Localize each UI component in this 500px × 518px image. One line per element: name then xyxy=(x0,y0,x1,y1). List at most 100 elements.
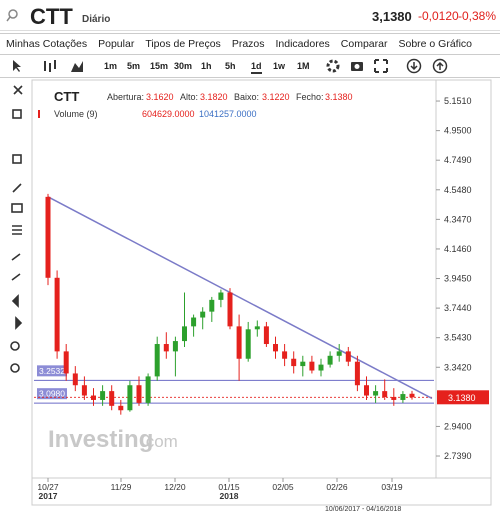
y-tick-label: 2.9400 xyxy=(444,421,472,431)
y-tick-label: 4.9500 xyxy=(444,126,472,136)
candle-body xyxy=(154,344,160,377)
upload-icon[interactable] xyxy=(432,58,448,74)
rect-tool[interactable] xyxy=(11,203,23,213)
candle-body xyxy=(136,385,142,403)
candle-body xyxy=(236,326,242,359)
candle-body xyxy=(191,317,197,327)
search-icon[interactable] xyxy=(6,8,20,22)
x-tick-label: 02/26 xyxy=(326,482,348,492)
tool-icon[interactable] xyxy=(12,154,22,164)
timeframe[interactable]: 1d xyxy=(251,61,262,74)
zoom-out[interactable] xyxy=(10,363,20,373)
y-tick-label: 2.7390 xyxy=(444,451,472,461)
cursor-icon[interactable] xyxy=(10,59,24,73)
arrow-tool[interactable] xyxy=(15,316,23,330)
candle-body xyxy=(263,326,269,345)
timeframe[interactable]: 1M xyxy=(297,61,310,71)
candle-body xyxy=(127,385,133,411)
trendline xyxy=(47,196,433,400)
candle-body xyxy=(409,393,415,398)
menu-item[interactable]: Comparar xyxy=(340,38,388,50)
timeframe[interactable]: 30m xyxy=(174,61,193,71)
x-tick-label: 11/29 xyxy=(111,482,132,492)
arrow-tool[interactable] xyxy=(11,294,19,308)
candle-body xyxy=(200,311,206,318)
menu-item[interactable]: Indicadores xyxy=(275,38,330,50)
level-tag xyxy=(37,388,67,400)
candle-body xyxy=(291,358,297,367)
candle-body xyxy=(109,391,115,406)
candle-body xyxy=(91,395,96,400)
fib-tool[interactable] xyxy=(12,225,22,235)
candle-body xyxy=(400,394,406,400)
timeframe[interactable]: 1h xyxy=(201,61,212,71)
last-price-label: 3.1380 xyxy=(448,393,476,403)
y-tick-label: 3.9450 xyxy=(444,274,472,284)
timeframe[interactable]: 5h xyxy=(225,61,236,71)
volume-label: Volume (9) xyxy=(54,109,98,119)
legend-value: 3.1820 xyxy=(200,92,228,102)
candle-body xyxy=(364,385,369,396)
menu-item[interactable]: Sobre o Gráfico xyxy=(398,38,473,50)
candle-body xyxy=(163,344,169,352)
candle-body xyxy=(63,351,69,374)
x-tick-label: 10/27 xyxy=(37,482,59,492)
candle-body xyxy=(300,361,306,367)
close-icon[interactable] xyxy=(13,85,23,95)
menu-bar: Minhas Cotações Popular Tipos de Preços Pra… xyxy=(0,33,500,55)
legend-label: Alto: xyxy=(180,92,198,102)
camera-icon[interactable] xyxy=(350,59,364,73)
y-tick-label: 3.7440 xyxy=(444,303,472,313)
candle-body xyxy=(118,405,124,411)
pen-tool[interactable] xyxy=(11,253,21,281)
y-tick-label: 4.3470 xyxy=(444,214,472,224)
candle-body xyxy=(72,373,78,386)
line-tool[interactable] xyxy=(12,183,22,193)
candle-body xyxy=(336,351,342,356)
header: CTT Diário 3,1380 -0,0120 -0,38% xyxy=(0,0,500,31)
x-year-label: 2018 xyxy=(220,491,239,501)
candle-body xyxy=(245,329,251,359)
menu-item[interactable]: Popular xyxy=(98,38,135,50)
candle-body xyxy=(218,292,224,300)
candle-body xyxy=(45,196,51,278)
area-icon[interactable] xyxy=(70,59,84,73)
price: 3,1380 xyxy=(372,9,412,24)
tool-icon[interactable] xyxy=(12,109,22,119)
last-price-tag xyxy=(437,390,489,405)
zoom-in[interactable] xyxy=(10,341,20,351)
x-tick-label: 12/20 xyxy=(164,482,186,492)
candle-icon[interactable] xyxy=(42,59,58,73)
candle-body xyxy=(382,391,388,397)
settings-icon[interactable] xyxy=(326,59,340,73)
x-tick-label: 01/15 xyxy=(218,482,240,492)
menu-item[interactable]: Prazos xyxy=(231,38,265,50)
download-icon[interactable] xyxy=(406,58,422,74)
date-range: 10/06/2017 - 04/16/2018 xyxy=(325,506,401,513)
candle-body xyxy=(391,397,397,400)
watermark-suffix: .com xyxy=(141,432,178,451)
legend-label: Baixo: xyxy=(234,92,259,102)
change: -0,0120 xyxy=(418,9,459,23)
candle-body xyxy=(273,344,278,352)
timeframe[interactable]: 5m xyxy=(127,61,141,71)
x-tick-label: 02/05 xyxy=(272,482,294,492)
menu-item[interactable]: Tipos de Preços xyxy=(145,38,221,50)
menu-item[interactable]: Minhas Cotações xyxy=(6,38,88,50)
timeframe[interactable]: 1m xyxy=(104,61,118,71)
candle-body xyxy=(318,364,324,371)
legend-label: Fecho: xyxy=(296,92,324,102)
legend-value: 3.1620 xyxy=(146,92,174,102)
chart-frame xyxy=(31,79,492,506)
legend-value: 3.1220 xyxy=(262,92,290,102)
candle-body xyxy=(182,326,187,342)
candle-body xyxy=(282,351,288,359)
timeframe[interactable]: 15m xyxy=(150,61,169,71)
fullscreen-icon[interactable] xyxy=(374,59,388,73)
drawing-tools xyxy=(10,85,23,373)
candle-body xyxy=(145,376,151,403)
candle-body xyxy=(81,385,87,396)
level-label: 3.0980 xyxy=(39,389,65,399)
candle-body xyxy=(100,391,106,400)
timeframe[interactable]: 1w xyxy=(273,61,286,71)
